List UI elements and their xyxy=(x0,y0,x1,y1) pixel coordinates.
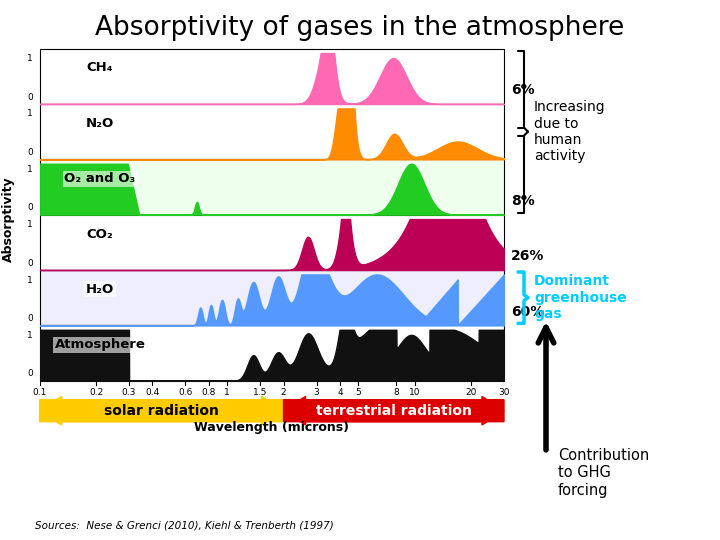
Bar xyxy=(40,270,504,325)
Text: 0.3: 0.3 xyxy=(122,388,136,397)
Text: Absorptivity of gases in the atmosphere: Absorptivity of gases in the atmosphere xyxy=(95,15,625,41)
Text: 1: 1 xyxy=(27,54,32,63)
Text: Atmosphere: Atmosphere xyxy=(55,338,145,351)
Text: 1: 1 xyxy=(224,388,230,397)
Text: Dominant
greenhouse
gas: Dominant greenhouse gas xyxy=(534,274,626,321)
Text: CH₄: CH₄ xyxy=(86,62,113,75)
Text: H₂O: H₂O xyxy=(86,283,114,296)
Text: N₂O: N₂O xyxy=(86,117,114,130)
Text: 60%: 60% xyxy=(511,305,544,319)
Text: solar radiation: solar radiation xyxy=(104,404,219,418)
Text: 0: 0 xyxy=(27,259,32,268)
FancyArrow shape xyxy=(40,396,284,425)
Text: 3: 3 xyxy=(314,388,320,397)
FancyArrow shape xyxy=(40,396,284,425)
Text: O₂ and O₃: O₂ and O₃ xyxy=(64,172,135,185)
Text: 1.5: 1.5 xyxy=(253,388,267,397)
Bar xyxy=(40,325,504,381)
Text: 20: 20 xyxy=(465,388,477,397)
Text: 6%: 6% xyxy=(511,83,534,97)
Text: Increasing
due to
human
activity: Increasing due to human activity xyxy=(534,100,606,163)
Text: 1: 1 xyxy=(27,331,32,340)
Text: 0.6: 0.6 xyxy=(179,388,193,397)
Text: 30: 30 xyxy=(498,388,510,397)
Bar xyxy=(40,49,504,104)
Text: 0.1: 0.1 xyxy=(32,388,47,397)
Text: 2: 2 xyxy=(281,388,287,397)
Text: Sources:  Nese & Grenci (2010), Kiehl & Trenberth (1997): Sources: Nese & Grenci (2010), Kiehl & T… xyxy=(35,520,333,530)
Text: 8%: 8% xyxy=(511,194,535,208)
Text: 0.4: 0.4 xyxy=(145,388,160,397)
Text: 1: 1 xyxy=(27,165,32,174)
Text: 0.8: 0.8 xyxy=(202,388,216,397)
Text: 10: 10 xyxy=(409,388,420,397)
Text: 0: 0 xyxy=(27,148,32,157)
Bar xyxy=(40,104,504,159)
Bar xyxy=(40,159,504,214)
Text: Absorptivity: Absorptivity xyxy=(2,176,15,261)
Text: 8: 8 xyxy=(394,388,400,397)
Text: 26%: 26% xyxy=(511,249,544,264)
FancyArrow shape xyxy=(284,396,504,425)
Text: 0: 0 xyxy=(27,204,32,212)
Text: 4: 4 xyxy=(337,388,343,397)
Text: 1: 1 xyxy=(27,220,32,229)
Text: 1: 1 xyxy=(27,275,32,285)
Text: 0.2: 0.2 xyxy=(89,388,103,397)
Text: CO₂: CO₂ xyxy=(86,227,113,240)
Text: Wavelength (microns): Wavelength (microns) xyxy=(194,421,349,434)
Text: Contribution
to GHG
forcing: Contribution to GHG forcing xyxy=(558,448,649,497)
Text: 0: 0 xyxy=(27,369,32,379)
Text: 1: 1 xyxy=(27,110,32,118)
FancyArrow shape xyxy=(284,396,504,425)
Text: terrestrial radiation: terrestrial radiation xyxy=(316,404,472,418)
Text: 5: 5 xyxy=(355,388,361,397)
Text: 0: 0 xyxy=(27,93,32,102)
Bar xyxy=(40,214,504,270)
Text: 0: 0 xyxy=(27,314,32,323)
